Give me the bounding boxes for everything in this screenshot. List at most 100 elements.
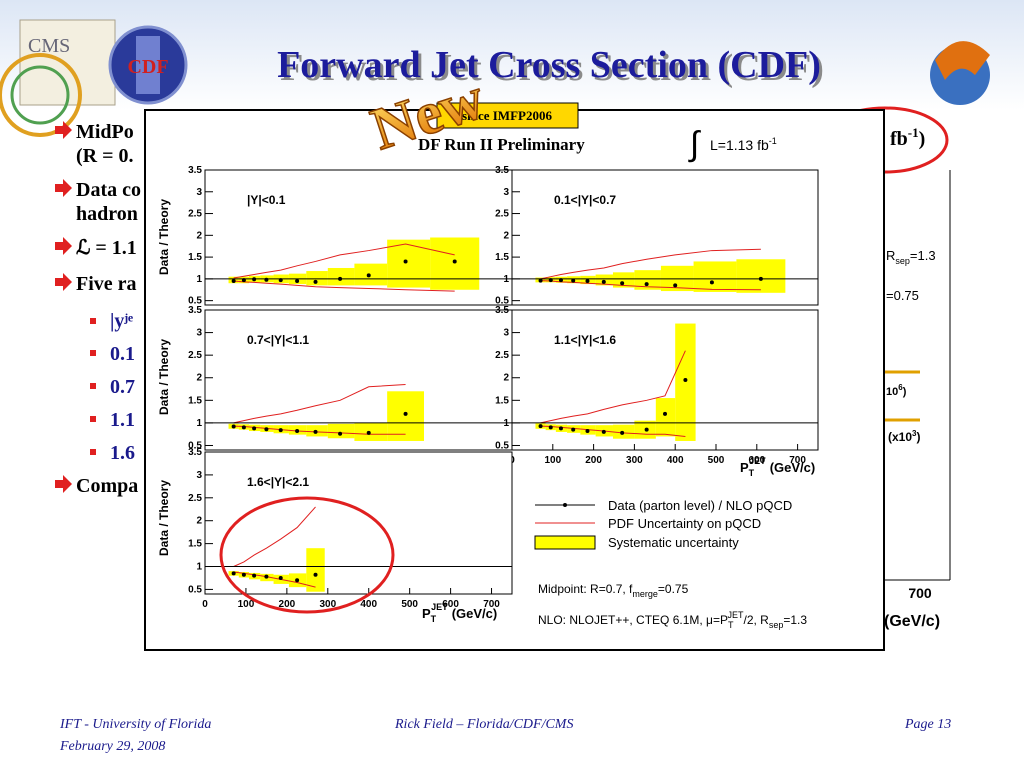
data-point [403,259,408,264]
y-tick-label: 2 [503,230,509,241]
nlo-note: /2, R [744,613,770,627]
x-tick-label: 700 [789,455,806,466]
systematic-band [306,271,328,286]
y-tick-label: 3 [503,328,509,339]
lumi: -1 [769,136,777,146]
behind-plot: fb-1) Rsep=1.3 =0.75 106) (x103) 700 (Ge… [884,125,951,630]
legend: Data (parton level) / NLO pQCD PDF Uncer… [534,498,792,550]
figure-plots: 0.5 1 1.5 2 2.5 3 3.5 |Y|<0.1 0.5 1 1.5 2 2.5 3 3.5 0.1… [157,165,819,624]
x-tick-label: 500 [401,599,418,610]
y-tick-label: 3 [196,470,202,481]
data-point [278,278,283,283]
y-tick-label: 0.5 [188,440,202,451]
lumi: L=1.13 fb [710,137,769,153]
panel-frame [204,451,513,595]
nlo-note: =1.3 [783,613,807,627]
x-axis-label: PT JET (GeV/c) [422,602,497,624]
panel-title: 1.1<|Y|<1.6 [554,333,616,347]
data-point [264,427,269,432]
since-box [436,102,579,129]
square-bullet [90,449,96,455]
bullet: Data co [76,179,141,201]
behind-text: 6 [898,383,903,392]
data-point [644,282,649,287]
data-point [663,411,667,416]
y-tick-label: 3.5 [495,305,509,316]
systematic-band [655,398,676,437]
behind-text: 3 [912,429,917,438]
data-point [231,424,236,429]
y-tick-label: 2 [196,230,202,241]
y-axis-label: Data / Theory [157,199,171,275]
square-bullet [90,318,96,324]
midpoint-note: Midpoint: R=0.7, f [538,582,633,596]
pdf-uncertainty [233,425,406,435]
systematic-band [306,548,325,592]
slide-title: Forward Jet Cross Section (CDF) [277,44,821,86]
panel-title: 0.1<|Y|<0.7 [554,193,616,207]
legend-marker [563,503,567,507]
arrow-bullet [55,475,72,493]
run-label: DF Run II Preliminary [418,135,585,154]
arrow-bullet [55,179,72,197]
behind-text: Rsep=1.3 [886,248,936,266]
y-tick-label: 2.5 [188,209,202,220]
pdf-uncertainty [233,384,406,424]
x-tick-label: 100 [238,599,255,610]
behind-text: sep [895,256,910,266]
data-point [252,573,257,578]
data-point [683,378,688,382]
panel-title: 0.7<|Y|<1.1 [247,333,309,347]
sub-bullet: |yʲᵉ [110,310,133,332]
y-tick-label: 1.5 [188,252,202,263]
x-axis-label: P [740,460,749,475]
data-point [241,278,246,283]
systematic-band [693,261,737,292]
behind-text: 106) [886,383,907,398]
x-tick-label: 600 [442,599,459,610]
systematic-band [634,270,661,290]
legend-label: PDF Uncertainty on pQCD [608,516,761,531]
y-tick-label: 1.5 [188,539,202,550]
y-tick-label: 3.5 [495,165,509,176]
data-point [264,574,269,579]
x-axis-label: P [422,606,431,621]
behind-text: 700 [908,585,932,601]
y-axis-label: Data / Theory [157,480,171,556]
legend-label: Data (parton level) / NLO pQCD [608,498,792,513]
square-bullet [90,416,96,422]
y-tick-label: 1 [503,274,509,285]
bullets: MidPo (R = 0. Data co hadron ℒ = 1.1 Fiv… [55,121,141,497]
data-point [601,429,606,434]
y-tick-label: 1 [503,418,509,429]
panel-title: 1.6<|Y|<2.1 [247,475,309,489]
y-tick-label: 0.5 [495,440,509,451]
y-tick-label: 2.5 [495,209,509,220]
integral-sign: ∫ [688,125,701,163]
x-axis-label: JET [749,456,766,466]
pdf-uncertainty [233,506,316,567]
data-point [601,279,606,284]
behind-text: (x10 [888,430,912,444]
data-point [585,429,590,434]
y-tick-label: 3.5 [188,305,202,316]
lumi: L=1.13 fb-1 [710,136,777,153]
y-tick-label: 1.5 [188,395,202,406]
x-tick-label: 300 [319,599,336,610]
data-point [278,428,283,433]
data-point [313,279,318,284]
x-axis-label: JET [431,602,448,612]
midpoint-note: =0.75 [658,582,689,596]
behind-text: R [886,248,895,263]
x-axis-label: (GeV/c) [770,460,816,475]
footer-right: Page 13 [904,717,951,732]
x-tick-label: 400 [667,455,684,466]
y-tick-label: 1.5 [495,252,509,263]
pdf-uncertainty [233,243,455,279]
arrow-bullet [55,121,72,139]
x-tick-label: 0 [202,599,208,610]
data-point [313,572,318,577]
y-tick-label: 2 [196,516,202,527]
behind-text: fb-1) [890,125,925,150]
